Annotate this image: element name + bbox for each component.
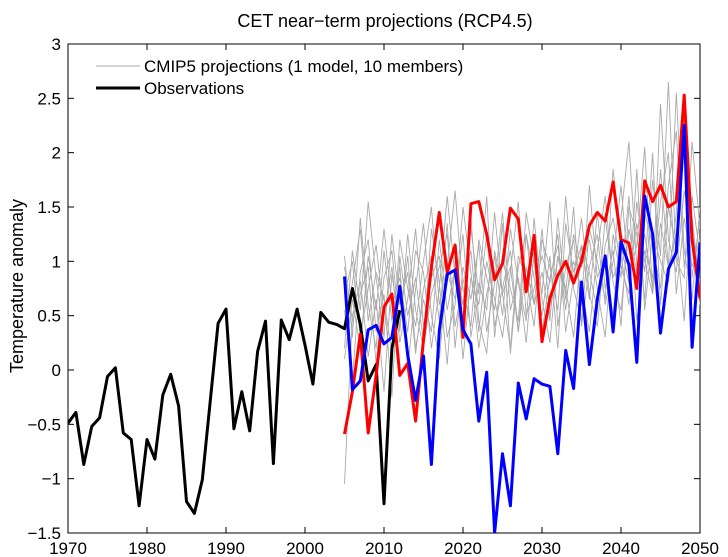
y-tick-label: 0 bbox=[52, 361, 61, 380]
axis-ticks: 1970 1980 1990 2000 2010 2020 2030 2040 2050 −1.5… bbox=[27, 35, 718, 557]
legend-background bbox=[87, 50, 521, 105]
x-tick-label: 2020 bbox=[444, 539, 482, 557]
x-tick-label: 2030 bbox=[523, 539, 561, 557]
x-tick-label: 2040 bbox=[602, 539, 640, 557]
legend-label-observations: Observations bbox=[144, 79, 244, 98]
y-tick-label: 1.5 bbox=[37, 198, 61, 217]
blue-member-line bbox=[343, 124, 700, 533]
red-member-line bbox=[343, 93, 700, 435]
y-tick-label: −1.5 bbox=[27, 524, 61, 543]
y-tick-label: −1 bbox=[42, 470, 61, 489]
x-tick-label: 1980 bbox=[128, 539, 166, 557]
y-tick-label: −0.5 bbox=[27, 415, 61, 434]
y-tick-label: 1 bbox=[52, 252, 61, 271]
y-axis-label: Temperature anomaly bbox=[7, 199, 27, 373]
y-tick-label: 2 bbox=[52, 144, 61, 163]
observations-line bbox=[68, 287, 402, 515]
y-tick-label: 0.5 bbox=[37, 307, 61, 326]
chart-title: CET near−term projections (RCP4.5) bbox=[237, 11, 532, 31]
y-tick-label: 3 bbox=[52, 35, 61, 54]
x-tick-label: 2000 bbox=[286, 539, 324, 557]
x-tick-label: 2010 bbox=[365, 539, 403, 557]
x-tick-label: 1990 bbox=[207, 539, 245, 557]
x-tick-label: 2050 bbox=[681, 539, 719, 557]
legend-label-cmip5: CMIP5 projections (1 model, 10 members) bbox=[144, 57, 463, 76]
x-tick-label: 1970 bbox=[49, 539, 87, 557]
series-layer bbox=[68, 81, 700, 533]
y-tick-label: 2.5 bbox=[37, 89, 61, 108]
legend: CMIP5 projections (1 model, 10 members) … bbox=[87, 50, 521, 105]
